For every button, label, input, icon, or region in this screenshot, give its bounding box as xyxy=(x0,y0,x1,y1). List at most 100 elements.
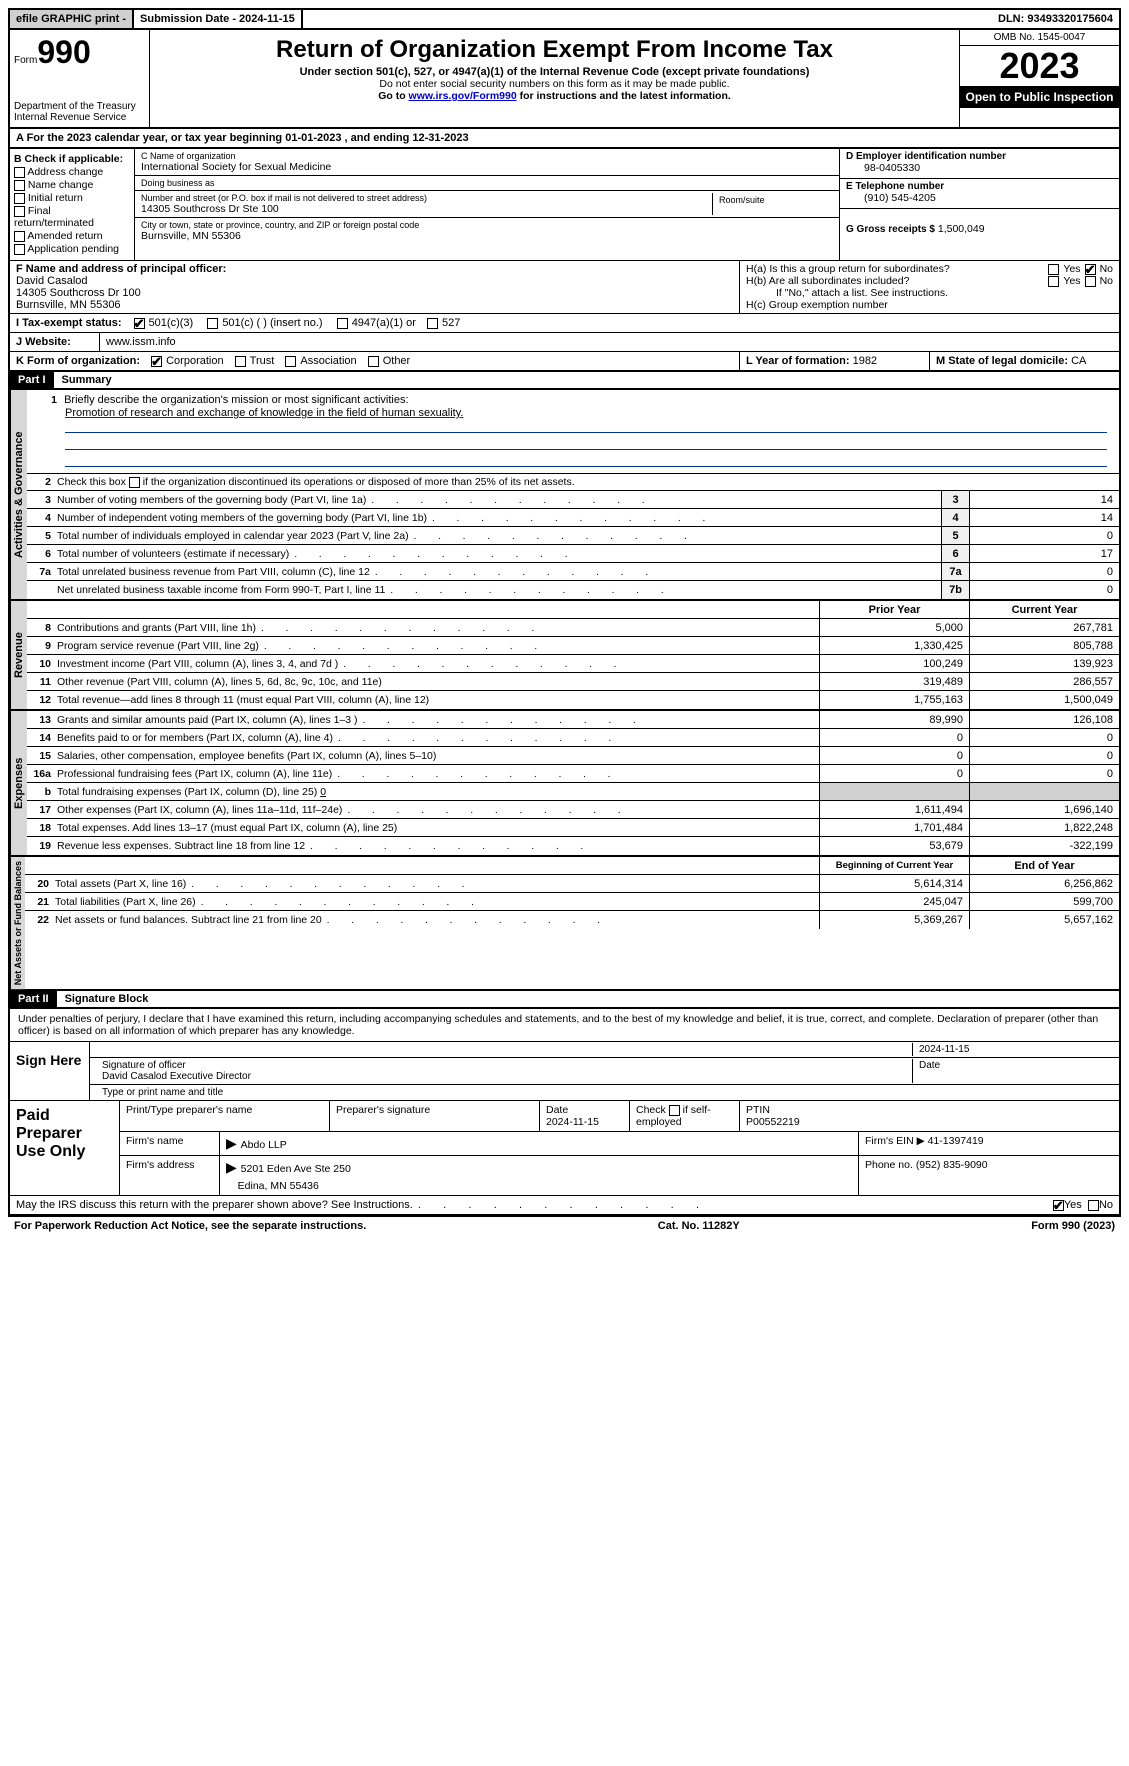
hb-note: If "No," attach a list. See instructions… xyxy=(746,287,1113,299)
box-b: B Check if applicable: Address change Na… xyxy=(10,149,135,260)
cb-app-pending[interactable]: Application pending xyxy=(14,243,130,255)
discuss-yes[interactable] xyxy=(1053,1200,1064,1211)
l16b-grey2 xyxy=(969,783,1119,800)
cb-other[interactable] xyxy=(368,356,379,367)
cb-assoc[interactable] xyxy=(285,356,296,367)
irs-link[interactable]: www.irs.gov/Form990 xyxy=(409,90,517,102)
ha-no[interactable] xyxy=(1085,264,1096,275)
cb-trust[interactable] xyxy=(235,356,246,367)
part1-title: Summary xyxy=(54,372,120,388)
l22-begin: 5,369,267 xyxy=(819,911,969,929)
box-f: F Name and address of principal officer:… xyxy=(10,261,739,313)
paid-preparer-row: Paid Preparer Use Only Print/Type prepar… xyxy=(10,1100,1119,1195)
l8-text: Contributions and grants (Part VIII, lin… xyxy=(55,621,819,635)
part1-header: Part I Summary xyxy=(8,372,1121,390)
period-mid: , and ending xyxy=(341,132,412,144)
mission-text: Promotion of research and exchange of kn… xyxy=(33,407,1113,419)
l11-prior: 319,489 xyxy=(819,673,969,690)
l21-end: 599,700 xyxy=(969,893,1119,910)
room-label: Room/suite xyxy=(719,195,827,205)
netassets-section: Net Assets or Fund Balances Beginning of… xyxy=(8,857,1121,991)
l5-value: 0 xyxy=(969,527,1119,544)
tax-year-period: A For the 2023 calendar year, or tax yea… xyxy=(8,129,1121,149)
l19-prior: 53,679 xyxy=(819,837,969,855)
cb-label: Final return/terminated xyxy=(14,205,94,229)
goto-pre: Go to xyxy=(378,90,408,102)
l4-text: Number of independent voting members of … xyxy=(55,511,941,525)
cb-final-return[interactable]: Final return/terminated xyxy=(14,205,130,229)
tax-exempt-row: I Tax-exempt status: 501(c)(3) 501(c) ( … xyxy=(10,313,1119,332)
expenses-tab: Expenses xyxy=(10,711,27,855)
l22-text: Net assets or fund balances. Subtract li… xyxy=(53,913,819,927)
cb-discontinued[interactable] xyxy=(129,477,140,488)
dln-label: DLN: xyxy=(998,13,1024,25)
firm-phone: (952) 835-9090 xyxy=(916,1159,988,1171)
sig-officer-label: Signature of officer xyxy=(102,1060,186,1071)
l22-end: 5,657,162 xyxy=(969,911,1119,929)
taxex-options: 501(c)(3) 501(c) ( ) (insert no.) 4947(a… xyxy=(128,314,1119,332)
l17-current: 1,696,140 xyxy=(969,801,1119,818)
cb-name-change[interactable]: Name change xyxy=(14,179,130,191)
cb-corp[interactable] xyxy=(151,356,162,367)
firm-name: Abdo LLP xyxy=(241,1139,287,1151)
part2-tag: Part II xyxy=(10,991,57,1007)
firm-addr2: Edina, MN 55436 xyxy=(238,1180,319,1192)
discuss-no[interactable] xyxy=(1088,1200,1099,1211)
org-name: International Society for Sexual Medicin… xyxy=(141,161,833,173)
cb-501c3[interactable] xyxy=(134,318,145,329)
cb-4947[interactable] xyxy=(337,318,348,329)
hb-yes[interactable] xyxy=(1048,276,1059,287)
ha-yes[interactable] xyxy=(1048,264,1059,275)
form-title: Return of Organization Exempt From Incom… xyxy=(156,36,953,64)
form-label: Form xyxy=(14,55,37,66)
cb-amended[interactable]: Amended return xyxy=(14,230,130,242)
phone-value: (910) 545-4205 xyxy=(846,192,1113,204)
l20-text: Total assets (Part X, line 16) xyxy=(53,877,819,891)
l18-text: Total expenses. Add lines 13–17 (must eq… xyxy=(55,821,819,835)
opt-label: 4947(a)(1) or xyxy=(352,317,416,329)
period-begin: 01-01-2023 xyxy=(285,132,341,144)
box-c: C Name of organizationInternational Soci… xyxy=(135,149,839,260)
page-footer: For Paperwork Reduction Act Notice, see … xyxy=(8,1216,1121,1235)
firm-phone-label: Phone no. xyxy=(865,1159,913,1171)
l21-begin: 245,047 xyxy=(819,893,969,910)
l16a-prior: 0 xyxy=(819,765,969,782)
l12-prior: 1,755,163 xyxy=(819,691,969,709)
mission-blank xyxy=(65,419,1107,433)
cb-label: Application pending xyxy=(27,243,119,255)
netassets-tab: Net Assets or Fund Balances xyxy=(10,857,25,989)
l5-text: Total number of individuals employed in … xyxy=(55,529,941,543)
cb-501c[interactable] xyxy=(207,318,218,329)
efile-print-btn[interactable]: efile GRAPHIC print - xyxy=(10,10,134,28)
firm-addr1: 5201 Eden Ave Ste 250 xyxy=(241,1163,351,1175)
paid-preparer-label: Paid Preparer Use Only xyxy=(10,1101,120,1195)
current-year-hdr: Current Year xyxy=(969,601,1119,618)
date-label: Date xyxy=(913,1059,1113,1083)
l14-current: 0 xyxy=(969,729,1119,746)
ptin-value: P00552219 xyxy=(746,1116,800,1128)
hb-no[interactable] xyxy=(1085,276,1096,287)
l11-text: Other revenue (Part VIII, column (A), li… xyxy=(55,675,819,689)
l15-text: Salaries, other compensation, employee b… xyxy=(55,749,819,763)
cb-self-employed[interactable] xyxy=(669,1105,680,1116)
l6-value: 17 xyxy=(969,545,1119,562)
cb-527[interactable] xyxy=(427,318,438,329)
dba-label: Doing business as xyxy=(141,178,833,188)
orgform-label: K Form of organization: xyxy=(16,355,140,367)
period-prefix: A For the 2023 calendar year, or tax yea… xyxy=(16,132,285,144)
cb-address-change[interactable]: Address change xyxy=(14,166,130,178)
l12-current: 1,500,049 xyxy=(969,691,1119,709)
l19-current: -322,199 xyxy=(969,837,1119,855)
prior-year-hdr: Prior Year xyxy=(819,601,969,618)
phone-label: E Telephone number xyxy=(846,181,1113,192)
ein-value: 98-0405330 xyxy=(846,162,1113,174)
sig-officer-name: David Casalod Executive Director xyxy=(102,1071,251,1082)
l6-text: Total number of volunteers (estimate if … xyxy=(55,547,941,561)
submission-date: Submission Date - 2024-11-15 xyxy=(134,10,303,28)
cb-initial-return[interactable]: Initial return xyxy=(14,192,130,204)
governance-section: Activities & Governance 1 Briefly descri… xyxy=(8,390,1121,601)
part2-title: Signature Block xyxy=(57,991,157,1007)
discuss-question: May the IRS discuss this return with the… xyxy=(16,1199,1053,1211)
l9-prior: 1,330,425 xyxy=(819,637,969,654)
officer-addr1: 14305 Southcross Dr 100 xyxy=(16,287,733,299)
